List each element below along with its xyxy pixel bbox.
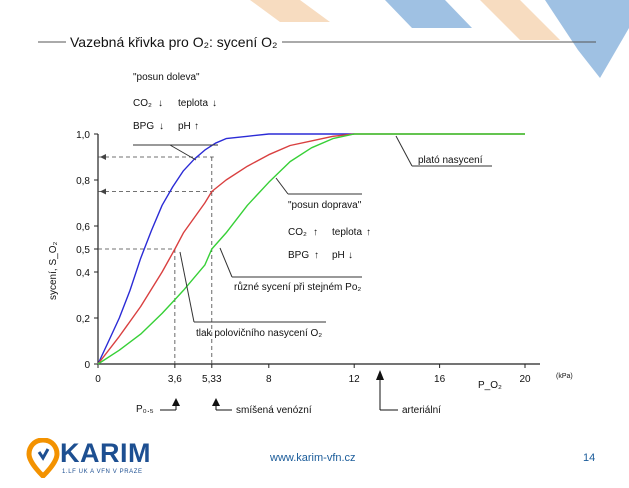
guide-arrowhead [100,154,106,160]
x-ticks: 0 3,6 5,33 8 12 16 20 [95,364,531,385]
karim-logo: KARIM 1.LF UK A VFN V PRAZE [26,438,166,480]
x-axis-unit: (kPa) [556,373,573,380]
p50-label: P₀.₅ [136,404,154,415]
y-axis-label: sycení, S_O₂ [48,242,59,300]
deco-blue-band-1 [385,0,472,28]
plateau-pointer [395,135,413,167]
shift-left-bpg-arrow: ↓ [159,121,164,132]
decoration-stripes [250,0,629,78]
x-tick-label: 0 [95,374,101,385]
location-pin-icon [26,438,60,478]
shift-left-bpg: BPG [133,121,154,132]
deco-orange-band-1 [250,0,330,22]
y-tick-label: 0,5 [76,245,90,256]
different-saturation-text: různé sycení při stejném Po₂ [234,281,361,293]
p50-arrow [172,398,180,406]
shift-right-ph: pH [332,250,345,261]
curve-posun-doleva [97,133,355,365]
shift-left-ph: pH [178,121,191,132]
y-tick-label: 0,2 [76,314,90,325]
shift-right-co2-arrow: ↑ [313,227,318,238]
x-tick-label: 5,33 [202,374,222,385]
arterial-label: arteriální [402,405,441,416]
curve-posun-doprava [97,133,525,365]
x-axis-label: P_O₂ [478,380,502,391]
y-tick-label: 0 [84,360,90,371]
mixed-venous-label: smíšená venózní [236,405,312,416]
arterial-arrow [376,370,384,380]
shift-left-title: "posun doleva" [133,72,200,83]
shift-right-title: "posun doprava" [288,200,362,211]
curves [97,133,525,365]
shift-left-ph-arrow: ↑ [194,121,199,132]
y-tick-label: 1,0 [76,130,90,141]
y-tick-label: 0,8 [76,176,90,187]
x-tick-label: 20 [519,374,531,385]
deco-orange-band-2 [480,0,560,40]
plateau-text: plató nasycení [418,155,483,166]
logo-text: KARIM [60,438,151,468]
different-saturation-label: různé sycení při stejném Po₂ [219,247,362,293]
shift-right-bpg: BPG [288,250,309,261]
shift-right-temp-arrow: ↑ [366,227,371,238]
half-saturation-pointer [179,251,195,323]
deco-blue-band-2 [545,0,629,78]
shift-left-co2-arrow: ↓ [158,98,163,109]
logo-subtext: 1.LF UK A VFN V PRAZE [62,469,143,475]
guide-arrowhead [100,188,106,195]
half-saturation-text: tlak polovičního nasycení O₂ [196,328,322,339]
shift-right-pointer [275,177,289,195]
shift-left-co2: CO₂ [133,98,152,109]
guide-lines [98,154,214,364]
mixed-venous-arrow [212,398,220,406]
chart-title: Vazebná křivka pro O₂: sycení O₂ [70,34,277,50]
shift-right-bpg-arrow: ↑ [314,250,319,261]
x-tick-label: 12 [349,374,361,385]
y-tick-label: 0,4 [76,268,90,279]
shift-right-temp: teplota [332,227,362,238]
different-saturation-pointer [219,247,233,278]
shift-left-temp: teplota [178,98,208,109]
shift-left-box: "posun doleva" CO₂ ↓ teplota ↓ BPG ↓ pH … [133,72,218,161]
shift-left-pointer [169,144,197,161]
shift-right-ph-arrow: ↓ [348,250,353,261]
x-tick-label: 8 [266,374,272,385]
shift-right-box: "posun doprava" CO₂ ↑ teplota ↑ BPG ↑ pH… [275,177,371,261]
plateau-label: plató nasycení [395,135,492,167]
page-number: 14 [583,452,596,464]
half-saturation-label: tlak polovičního nasycení O₂ [179,251,326,339]
x-tick-label: 3,6 [168,374,182,385]
footer-url[interactable]: www.karim-vfn.cz [270,452,356,464]
y-tick-label: 0,6 [76,222,90,233]
x-tick-label: 16 [434,374,446,385]
bottom-markers: P₀.₅ smíšená venózní arteriální [136,370,441,416]
shift-right-co2: CO₂ [288,227,307,238]
y-ticks: 0 0,2 0,4 0,5 0,6 0,8 1,0 [76,130,98,371]
shift-left-temp-arrow: ↓ [212,98,217,109]
